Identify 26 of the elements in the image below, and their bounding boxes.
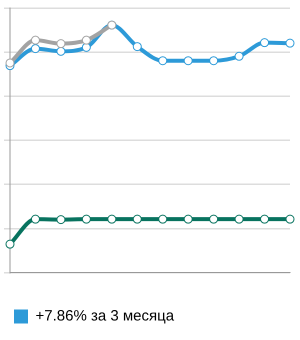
point [6,58,14,68]
point [132,42,142,52]
point [158,214,168,224]
point [107,214,116,224]
point [30,36,40,45]
point [260,38,270,48]
point [6,240,14,249]
point [30,44,40,54]
point [56,39,66,48]
point [286,214,294,224]
point [209,214,218,224]
point [209,56,218,66]
point [82,214,91,224]
point [132,214,142,224]
point [56,46,66,56]
legend-label: +7.86% за 3 месяца [36,308,175,325]
point [286,38,294,48]
point [260,214,270,224]
point [184,214,193,224]
point [234,52,244,61]
point [234,214,244,224]
point [184,56,193,66]
point [30,214,40,224]
point [56,215,66,224]
point [158,56,168,66]
point [82,36,91,45]
